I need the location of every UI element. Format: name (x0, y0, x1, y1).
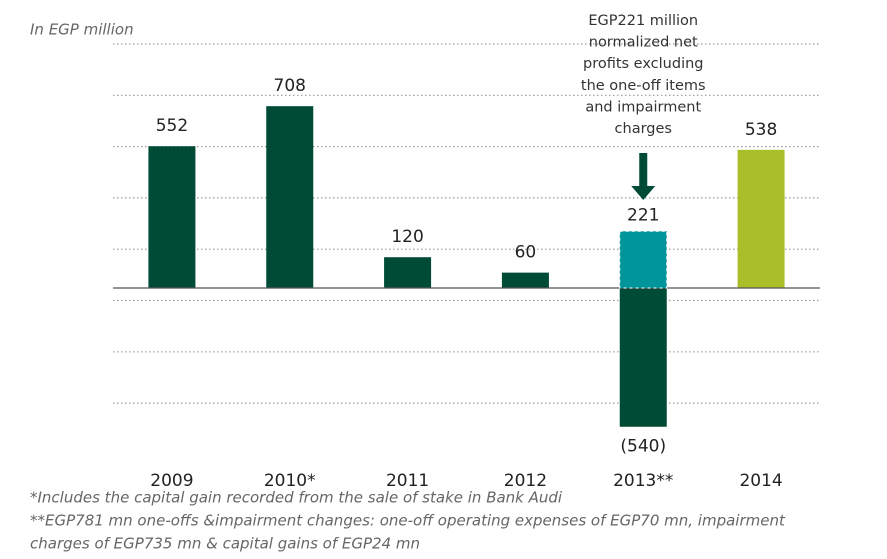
x-tick-label: 2013** (613, 471, 673, 491)
arrow-shaft (639, 153, 648, 186)
x-tick-label: 2009 (150, 471, 193, 491)
data-label: 708 (274, 76, 306, 96)
bar (501, 272, 549, 289)
chart-subtitle: In EGP million (30, 21, 134, 39)
data-label: 221 (627, 205, 659, 225)
data-label: 120 (391, 227, 423, 247)
footnote: charges of EGP735 mn & capital gains of … (30, 535, 420, 553)
annotation-text: and impairment (585, 99, 701, 115)
annotation-text: the one-off items (581, 78, 706, 94)
annotation-text: EGP221 million (588, 13, 698, 29)
annotation-text: charges (615, 121, 672, 137)
arrow-head (631, 186, 656, 200)
bar (737, 149, 785, 289)
bar (619, 288, 667, 427)
bar (148, 146, 196, 289)
annotation-text: normalized net (589, 35, 698, 51)
data-label: (540) (620, 437, 666, 457)
footnote: **EGP781 mn one-offs &impairment changes… (30, 512, 786, 530)
data-label: 60 (515, 243, 537, 263)
x-tick-label: 2014 (739, 471, 782, 491)
x-tick-label: 2011 (386, 471, 429, 491)
x-tick-label: 2012 (504, 471, 547, 491)
x-tick-label: 2010* (264, 471, 316, 491)
data-label: 538 (745, 120, 777, 140)
normalized-bar (619, 230, 668, 289)
annotation-text: profits excluding (583, 56, 704, 72)
bar (266, 106, 314, 289)
footnote: *Includes the capital gain recorded from… (30, 489, 563, 507)
data-label: 552 (156, 116, 188, 136)
bar (384, 257, 432, 289)
